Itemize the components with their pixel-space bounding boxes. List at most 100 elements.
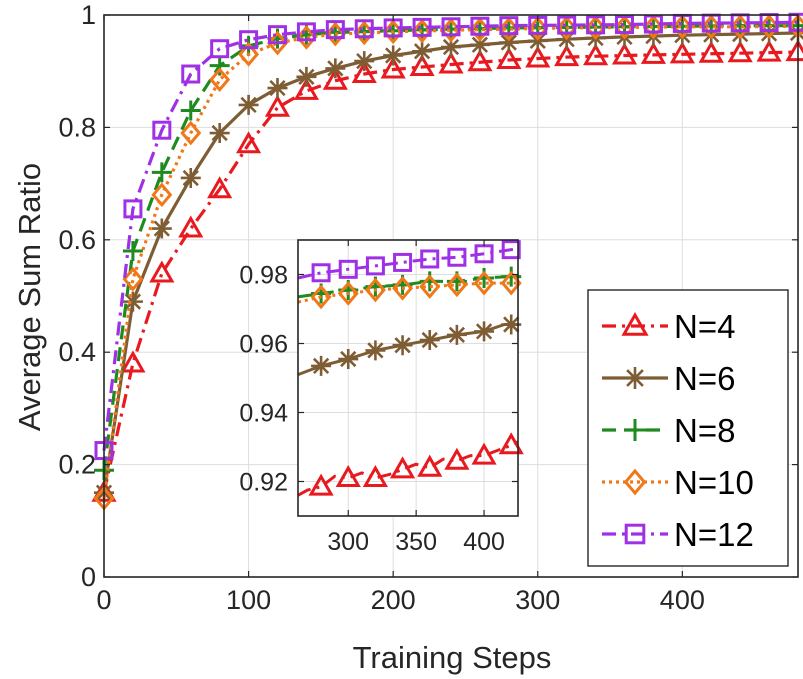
- main-data-point: [207, 176, 233, 199]
- main-x-tick-label: 100: [226, 585, 271, 615]
- inset-y-tick-label: 0.98: [239, 262, 288, 290]
- inset-data-point: [310, 284, 332, 310]
- main-series-N4: [91, 39, 803, 502]
- main-data-point: [354, 19, 374, 39]
- main-data-point: [499, 16, 519, 36]
- main-x-tick-label: 300: [515, 585, 560, 615]
- inset-series-line: [297, 440, 519, 497]
- legend-label: N=10: [674, 464, 754, 501]
- main-data-point: [409, 53, 435, 76]
- inset-data-point: [338, 349, 359, 370]
- main-data-point: [152, 120, 172, 140]
- inset-series-line: [297, 281, 518, 304]
- inset-data-point: [417, 454, 443, 477]
- inset-x-tick-label: 400: [463, 528, 505, 556]
- main-data-point: [441, 37, 461, 58]
- main-data-point: [151, 182, 173, 208]
- inset-data-point: [501, 240, 521, 260]
- legend-marker: [621, 311, 649, 336]
- main-data-point: [615, 15, 634, 35]
- inset-data-point: [392, 275, 414, 301]
- main-data-point: [235, 131, 262, 154]
- legend-marker: [624, 523, 646, 545]
- inset-axes-box: [297, 239, 519, 517]
- inset-series-N12: [297, 240, 521, 283]
- inset-data-point: [365, 340, 386, 361]
- main-data-point: [181, 64, 201, 84]
- main-data-point: [325, 20, 345, 40]
- main-data-point: [496, 46, 522, 69]
- main-data-point: [498, 32, 519, 53]
- main-data-point: [151, 218, 172, 239]
- main-data-point: [209, 123, 230, 144]
- inset-data-point: [474, 321, 495, 342]
- legend-item-N10: N=10: [602, 464, 754, 501]
- inset-data-point: [338, 259, 358, 279]
- inset-series-N4: [297, 432, 524, 497]
- inset-y-tick-label: 0.92: [239, 469, 288, 497]
- inset-x-tick-label: 300: [327, 528, 369, 556]
- main-data-point: [122, 291, 143, 312]
- main-data-point: [267, 78, 288, 99]
- inset-data-point: [419, 330, 440, 351]
- main-data-point: [351, 60, 377, 84]
- main-data-point: [438, 51, 464, 74]
- main-data-point: [209, 55, 230, 76]
- main-data-point: [322, 67, 348, 90]
- inset-data-point: [420, 249, 440, 269]
- main-data-point: [727, 40, 753, 63]
- main-y-tick-label: 0.2: [58, 450, 96, 480]
- main-data-point: [267, 30, 288, 56]
- inset-data-point: [446, 272, 468, 298]
- main-x-tick-label: 400: [660, 585, 705, 615]
- inset-series-N6: [297, 314, 522, 377]
- inset-data-point: [311, 263, 331, 283]
- main-data-point: [640, 41, 667, 64]
- main-data-point: [296, 66, 317, 87]
- inset-data-point: [501, 314, 522, 335]
- main-data-point: [238, 94, 259, 115]
- main-x-tick-label: 0: [96, 585, 111, 615]
- main-data-point: [698, 40, 724, 63]
- inset-data-point: [447, 247, 467, 267]
- main-data-point: [123, 199, 143, 219]
- inset-data-point: [337, 281, 359, 306]
- main-data-point: [412, 41, 433, 62]
- inset-data-point: [473, 270, 495, 296]
- main-data-point: [268, 25, 287, 45]
- main-data-point: [180, 100, 201, 121]
- main-series-N12: [94, 12, 803, 461]
- inset-data-point: [364, 277, 386, 303]
- legend-item-N4: N=4: [602, 308, 735, 345]
- main-data-point: [554, 44, 580, 67]
- main-x-tick-label: 200: [371, 585, 416, 615]
- main-axes-box: [103, 14, 799, 578]
- main-data-point: [120, 350, 146, 373]
- legend: N=4 N=6 N=8 N=10 N=12: [587, 289, 789, 567]
- main-data-point: [669, 41, 695, 64]
- main-data-point: [178, 215, 204, 238]
- main-data-point: [296, 22, 316, 42]
- inset-data-point: [311, 355, 332, 376]
- inset-data-point: [365, 256, 385, 276]
- x-axis-title: Training Steps: [353, 640, 552, 675]
- main-data-point: [238, 42, 260, 67]
- legend-marker: [623, 468, 647, 496]
- legend-item-N6: N=6: [602, 360, 735, 397]
- legend-label: N=12: [674, 516, 754, 553]
- inset-series-line: [297, 323, 518, 377]
- main-y-tick-label: 0.6: [58, 225, 96, 255]
- main-y-tick-label: 0: [81, 562, 96, 592]
- inset-series-N10: [297, 270, 522, 310]
- main-data-point: [412, 17, 432, 37]
- main-data-point: [469, 34, 490, 55]
- inset-data-point: [471, 442, 497, 465]
- inset-data-point: [500, 270, 522, 296]
- main-data-point: [527, 30, 548, 51]
- main-data-point: [151, 162, 172, 183]
- main-data-point: [441, 17, 461, 37]
- main-data-point: [209, 67, 231, 92]
- main-data-point: [295, 25, 317, 50]
- main-data-point: [149, 260, 175, 283]
